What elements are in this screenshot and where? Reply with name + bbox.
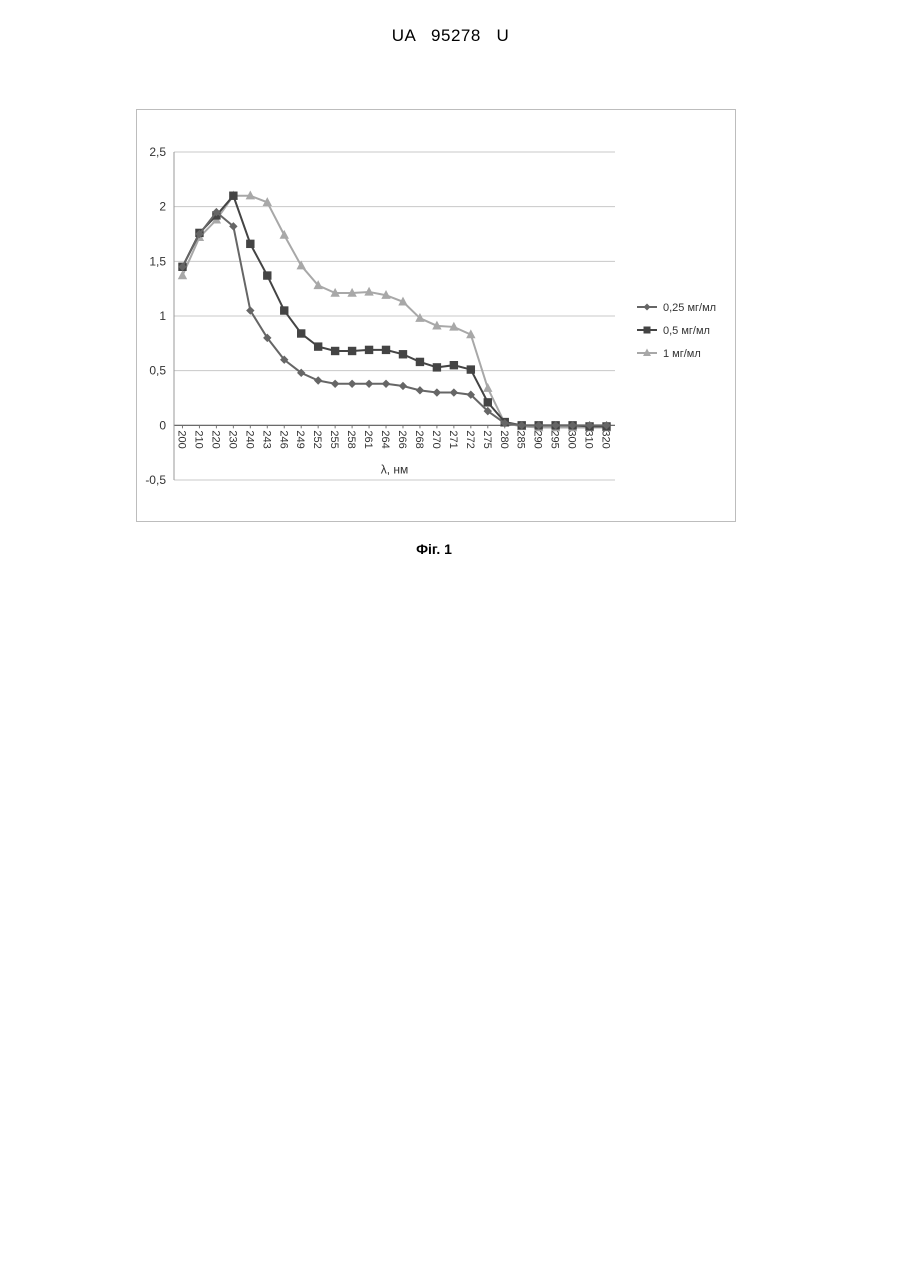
data-point-square	[382, 346, 390, 354]
x-tick-label: 220	[209, 430, 221, 448]
x-tick-label: 261	[362, 430, 374, 448]
data-point-square	[280, 306, 288, 314]
data-point-square	[450, 361, 458, 369]
x-axis-title: λ, нм	[381, 462, 409, 476]
x-tick-label: 264	[379, 430, 391, 448]
data-point-diamond	[450, 388, 458, 396]
data-point-triangle	[178, 270, 187, 279]
x-tick-label: 246	[277, 430, 289, 448]
x-tick-label: 270	[430, 430, 442, 448]
x-tick-label: 210	[192, 430, 204, 448]
line-chart: 2,5 2 1,5 1 0,5 0 -0,5 200 210 220 230 240 243 246 249…	[137, 110, 737, 523]
data-point-diamond	[399, 382, 407, 390]
data-point-square	[467, 365, 475, 373]
legend-label: 1 мг/мл	[663, 348, 701, 360]
data-point-square	[229, 192, 237, 200]
x-tick-label: 266	[396, 430, 408, 448]
series-line	[182, 196, 606, 427]
data-point-square	[246, 240, 254, 248]
data-point-square	[365, 346, 373, 354]
data-point-diamond	[348, 380, 356, 388]
data-point-square	[433, 363, 441, 371]
data-point-square	[644, 327, 651, 334]
x-tick-label: 268	[413, 430, 425, 448]
x-tick-label: 285	[515, 430, 527, 448]
document-header: UA 95278 U	[0, 26, 901, 46]
legend: 0,25 мг/мл 0,5 мг/мл 1 мг/мл	[637, 302, 716, 360]
x-tick-label: 249	[294, 430, 306, 448]
data-point-triangle	[297, 261, 306, 270]
series-line	[182, 212, 606, 425]
x-tick-label: 275	[481, 430, 493, 448]
x-tick-label: 230	[226, 430, 238, 448]
x-tick-label: 320	[600, 430, 612, 448]
figure-caption: Фіг. 1	[0, 541, 868, 557]
y-tick-label: 0,5	[149, 364, 166, 378]
data-point-triangle	[483, 383, 492, 392]
data-point-square	[416, 358, 424, 366]
x-tick-label: 280	[498, 430, 510, 448]
data-point-diamond	[331, 380, 339, 388]
x-tick-label: 258	[345, 430, 357, 448]
y-tick-label: 1,5	[149, 254, 166, 268]
data-point-diamond	[433, 388, 441, 396]
y-tick-label: -0,5	[145, 473, 166, 487]
x-tick-label: 252	[311, 430, 323, 448]
data-point-diamond	[365, 380, 373, 388]
x-tick-label: 255	[328, 430, 340, 448]
data-point-diamond	[382, 380, 390, 388]
data-point-triangle	[280, 230, 289, 239]
data-point-square	[484, 398, 492, 406]
data-point-diamond	[644, 304, 651, 311]
x-tick-label: 310	[583, 430, 595, 448]
x-tick-label: 271	[447, 430, 459, 448]
legend-label: 0,25 мг/мл	[663, 302, 716, 314]
data-point-square	[263, 271, 271, 279]
data-point-square	[348, 347, 356, 355]
y-tick-label: 2,5	[149, 145, 166, 159]
data-point-square	[331, 347, 339, 355]
data-point-square	[399, 350, 407, 358]
data-point-square	[297, 329, 305, 337]
x-tick-label: 300	[566, 430, 578, 448]
x-tick-label: 290	[532, 430, 544, 448]
x-tick-label: 272	[464, 430, 476, 448]
data-point-diamond	[416, 386, 424, 394]
data-point-square	[314, 342, 322, 350]
x-tick-label: 243	[260, 430, 272, 448]
y-tick-label: 0	[159, 418, 166, 432]
legend-label: 0,5 мг/мл	[663, 325, 710, 337]
chart-area: 2,5 2 1,5 1 0,5 0 -0,5 200 210 220 230 240 243 246 249…	[136, 109, 736, 522]
data-point-diamond	[314, 376, 322, 384]
y-tick-label: 1	[159, 309, 166, 323]
series-lines	[178, 191, 611, 432]
y-tick-label: 2	[159, 200, 166, 214]
x-tick-label: 295	[549, 430, 561, 448]
x-tick-label: 240	[243, 430, 255, 448]
x-tick-label: 200	[175, 430, 187, 448]
